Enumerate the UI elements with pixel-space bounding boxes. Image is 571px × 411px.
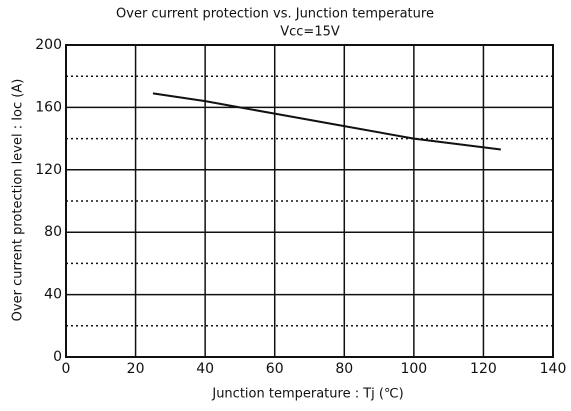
- x-tick-label: 120: [470, 361, 497, 377]
- x-tick-label: 100: [400, 361, 427, 377]
- y-tick-label: 120: [35, 162, 62, 178]
- x-tick-label: 140: [540, 361, 567, 377]
- y-tick-label: 200: [35, 37, 62, 53]
- data-line: [152, 92, 501, 151]
- y-tick-label: 0: [53, 349, 62, 365]
- x-axis-label: Junction temperature : Tj (℃): [211, 387, 403, 402]
- x-tick-label: 0: [62, 361, 71, 377]
- y-tick-label: 40: [44, 287, 62, 303]
- x-tick-label: 80: [335, 361, 353, 377]
- y-tick-label: 80: [44, 224, 62, 240]
- plot-frame: [65, 44, 554, 358]
- chart-title: Over current protection vs. Junction tem…: [116, 7, 434, 22]
- y-tick-label: 160: [35, 99, 62, 115]
- x-tick-label: 40: [196, 361, 214, 377]
- x-tick-label: 60: [266, 361, 284, 377]
- chart-subtitle: Vcc=15V: [280, 25, 340, 40]
- y-axis-label: Over current protection level : Ioc (A): [11, 79, 26, 322]
- x-tick-label: 20: [127, 361, 145, 377]
